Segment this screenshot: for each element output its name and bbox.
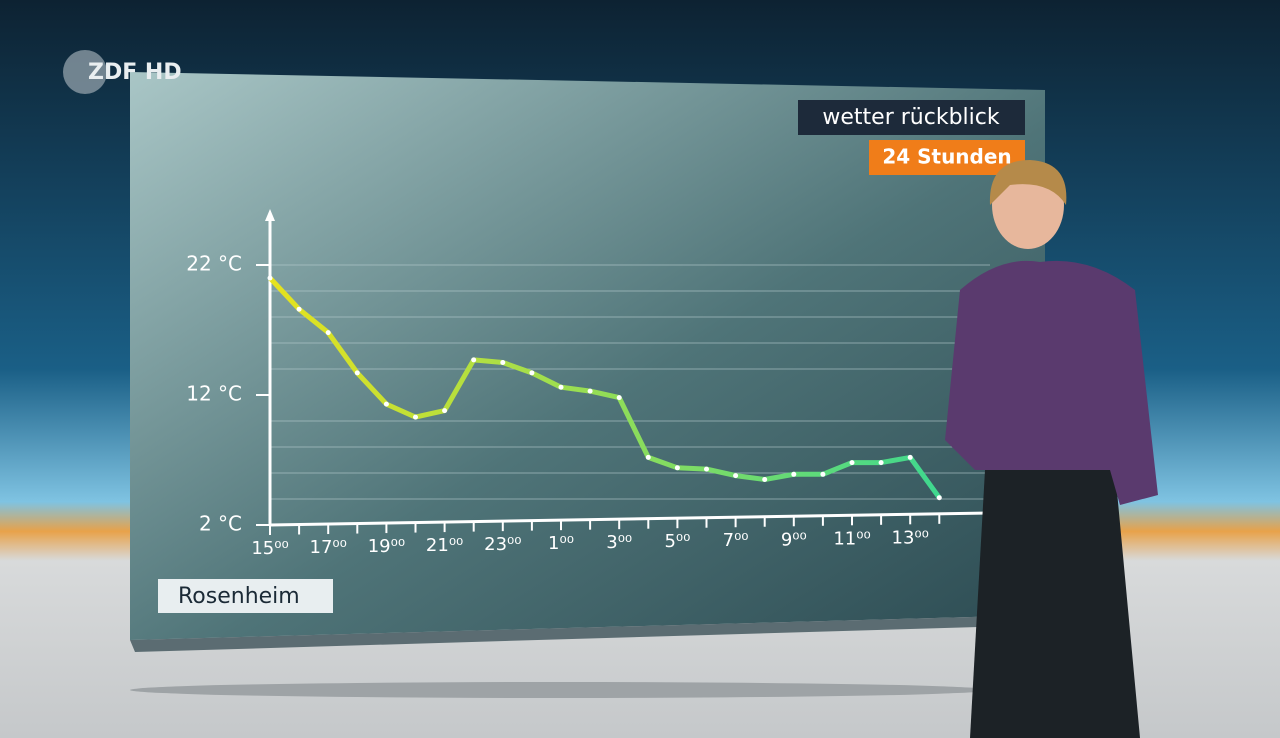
data-point	[442, 408, 448, 414]
data-point	[296, 306, 302, 312]
badge-dark	[798, 100, 1025, 135]
presenter-hair	[989, 160, 1067, 205]
x-tick-label: 5⁰⁰	[664, 531, 690, 552]
data-point	[558, 384, 564, 390]
x-tick-label: 13⁰⁰	[892, 527, 929, 548]
data-point	[733, 473, 739, 479]
logo-circle	[63, 50, 107, 94]
presenter-jacket	[945, 260, 1158, 505]
data-point	[267, 275, 273, 281]
data-point	[704, 466, 709, 472]
data-point	[878, 460, 884, 466]
x-tick-label: 19⁰⁰	[368, 536, 405, 557]
data-point	[325, 330, 331, 336]
chart-title: Rosenheim	[178, 584, 300, 609]
x-tick-label: 15⁰⁰	[251, 538, 288, 559]
logo: ZDF HD	[63, 50, 182, 94]
data-point	[500, 360, 506, 365]
logo-text: ZDF HD	[88, 60, 182, 85]
y-tick-label: 12 °C	[186, 382, 242, 406]
data-point	[762, 477, 768, 482]
y-tick-label: 2 °C	[199, 512, 242, 536]
location-box	[158, 579, 333, 613]
badge-orange	[869, 140, 1025, 175]
data-point	[820, 471, 826, 477]
x-tick-label: 23⁰⁰	[484, 534, 521, 555]
y-axis-arrow	[265, 209, 275, 221]
x-tick-label: 1⁰⁰	[548, 533, 574, 554]
data-point	[471, 357, 477, 363]
plot: 2 °C 12 °C 22 °C 15⁰⁰ 17⁰⁰ 19⁰⁰ 21⁰⁰ 23⁰⁰ 1⁰⁰ 3⁰⁰…	[186, 209, 991, 559]
presenter-legs	[970, 470, 1140, 738]
data-point	[413, 414, 418, 420]
x-tick-label: 17⁰⁰	[310, 537, 347, 558]
data-point	[354, 370, 360, 376]
panel-edge	[130, 615, 1045, 652]
data-point	[849, 460, 855, 466]
presenter	[945, 160, 1158, 738]
x-tick-label: 9⁰⁰	[781, 529, 807, 550]
x-tick-label: 11⁰⁰	[833, 528, 870, 549]
x-tick-label: 21⁰⁰	[426, 535, 463, 556]
y-tick-label: 22 °C	[186, 252, 242, 276]
data-point	[674, 465, 680, 471]
data-point	[936, 495, 942, 501]
shadow	[130, 682, 990, 698]
x-axis	[269, 511, 991, 527]
data-point	[791, 471, 797, 477]
x-tick-label: 3⁰⁰	[606, 532, 632, 553]
data-point	[383, 401, 389, 407]
data-point	[907, 454, 913, 460]
data-point	[529, 370, 535, 376]
badge-subtitle: 24 Stunden	[882, 145, 1011, 169]
data-point	[616, 395, 622, 401]
chart-panel	[130, 72, 1045, 640]
data-point	[587, 388, 593, 394]
temperature-line	[268, 276, 942, 500]
badge-title: wetter rückblick	[822, 105, 999, 130]
x-tick-label: 7⁰⁰	[723, 530, 749, 551]
data-point	[645, 454, 651, 460]
